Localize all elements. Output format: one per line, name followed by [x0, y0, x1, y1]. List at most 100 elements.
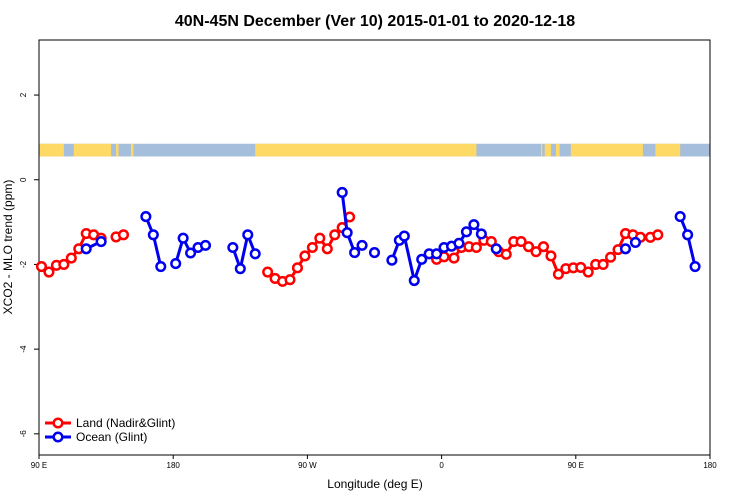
legend-land-marker — [52, 417, 64, 429]
data-point — [398, 230, 410, 242]
land-band-segment — [73, 143, 112, 157]
data-point — [177, 232, 189, 244]
x-tick-label: 90 E — [31, 461, 47, 470]
data-point — [619, 243, 632, 255]
y-tick-label: -6 — [19, 430, 28, 438]
data-point — [321, 243, 333, 255]
data-point — [468, 219, 480, 231]
data-point — [368, 247, 381, 259]
data-point — [262, 266, 274, 278]
series-layer — [35, 186, 701, 287]
legend: Land (Nadir&Glint) Ocean (Glint) — [45, 416, 175, 444]
data-point — [448, 252, 460, 264]
data-point — [386, 254, 398, 266]
data-point — [475, 228, 487, 240]
data-point — [431, 248, 443, 260]
data-point — [349, 247, 361, 259]
data-point — [453, 237, 465, 249]
series-land — [35, 211, 664, 287]
data-point — [416, 253, 428, 265]
x-tick-label: 180 — [167, 461, 181, 470]
y-tick-label: 0 — [19, 177, 28, 182]
series-line — [678, 216, 697, 267]
data-point — [170, 258, 182, 270]
land-band-segment — [255, 143, 477, 157]
data-point — [329, 229, 341, 241]
x-tick-label: 180 — [703, 461, 717, 470]
x-axis: 90 E 180 90 W 0 90 E 180 — [31, 455, 717, 470]
legend-ocean-label: Ocean (Glint) — [76, 430, 147, 444]
y-tick-label: -4 — [19, 345, 28, 353]
data-point — [515, 236, 527, 248]
data-point — [682, 229, 694, 241]
land-band-segment — [116, 143, 119, 157]
plot-frame — [38, 39, 711, 456]
data-point — [652, 229, 664, 241]
y-axis: 2 0 -2 -4 -6 — [19, 92, 39, 437]
data-point — [490, 243, 502, 255]
x-tick-label: 90 W — [298, 461, 317, 470]
x-tick-label: 90 E — [568, 461, 584, 470]
data-point — [35, 261, 48, 273]
data-point — [58, 258, 70, 270]
legend-land-label: Land (Nadir&Glint) — [76, 416, 175, 430]
data-point — [65, 252, 77, 264]
data-point — [242, 229, 254, 241]
land-band-segment — [655, 143, 681, 157]
data-point — [155, 261, 167, 273]
y-tick-label: -2 — [19, 260, 28, 268]
data-point — [291, 262, 304, 274]
x-tick-label: 0 — [439, 461, 444, 470]
data-point — [314, 232, 326, 244]
series-line — [144, 216, 163, 267]
land-band-segment — [130, 143, 134, 157]
data-point — [674, 211, 686, 223]
data-point — [95, 236, 107, 248]
data-point — [336, 186, 348, 198]
land-band-segment — [570, 143, 643, 157]
x-axis-label: Longitude (deg E) — [327, 477, 422, 491]
land-band-segment — [541, 143, 543, 157]
data-point — [537, 241, 550, 253]
data-point — [460, 226, 473, 238]
legend-ocean-marker — [52, 431, 64, 443]
series-ocean — [80, 186, 701, 287]
data-point — [306, 241, 318, 254]
data-point — [227, 241, 239, 254]
data-point — [147, 229, 159, 241]
data-point — [500, 248, 512, 260]
land-ocean-band — [39, 143, 710, 157]
land-band-segment — [544, 143, 551, 157]
data-point — [582, 266, 594, 278]
data-point — [689, 261, 701, 273]
data-point — [234, 263, 246, 275]
data-point — [80, 243, 92, 255]
chart-title: 40N-45N December (Ver 10) 2015-01-01 to … — [175, 13, 575, 30]
y-tick-label: 2 — [19, 92, 28, 97]
data-point — [249, 248, 261, 260]
data-point — [470, 241, 482, 254]
land-band-segment — [39, 143, 64, 157]
data-point — [341, 227, 353, 239]
data-point — [299, 250, 311, 262]
data-point — [485, 236, 497, 248]
data-point — [530, 246, 542, 258]
data-point — [597, 258, 609, 270]
data-point — [43, 266, 55, 278]
data-point — [605, 251, 617, 263]
data-point — [140, 211, 152, 223]
data-point — [575, 261, 587, 273]
data-point — [545, 250, 557, 262]
data-point — [408, 274, 420, 287]
series-line — [231, 233, 257, 271]
land-band-segment — [555, 143, 560, 157]
data-point — [199, 239, 212, 251]
data-point — [629, 236, 641, 248]
data-point — [356, 239, 368, 251]
data-point — [185, 247, 197, 259]
y-axis-label: XCO2 - MLO trend (ppm) — [1, 180, 15, 315]
data-point — [117, 229, 130, 241]
data-point — [552, 268, 564, 280]
data-point — [284, 274, 296, 286]
